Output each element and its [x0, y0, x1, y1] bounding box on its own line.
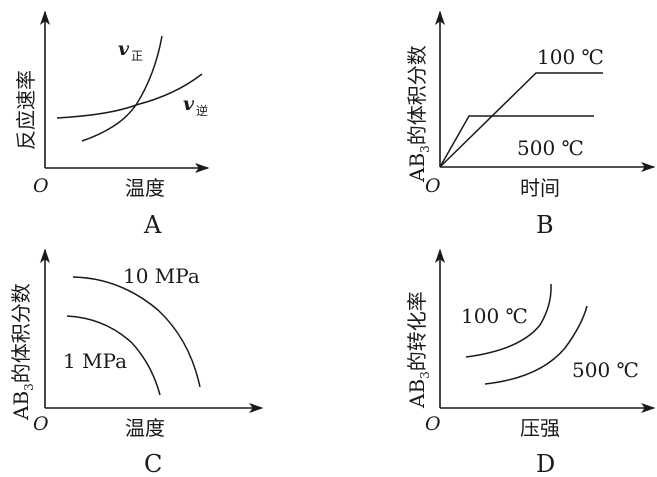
series-label-500c: 500 ℃: [517, 136, 584, 160]
curve-100c: [439, 72, 603, 168]
series-label-100c: 100 ℃: [461, 304, 528, 328]
panel-d: 100 ℃ 500 ℃ O 压强 AB3的转化率 D: [405, 248, 656, 477]
panel-caption: C: [144, 450, 162, 477]
panel-c: 10 MPa 1 MPa O 温度 AB3的体积分数 C: [9, 248, 264, 477]
series-label-1mpa: 1 MPa: [63, 349, 127, 373]
x-axis-label: 温度: [125, 176, 165, 200]
origin-label: O: [33, 413, 49, 435]
series-label-500c: 500 ℃: [572, 358, 639, 382]
curve-500c: [484, 305, 588, 385]
origin-label: O: [425, 413, 441, 435]
x-axis-label: 时间: [520, 176, 560, 200]
panel-caption: A: [143, 211, 162, 239]
origin-label: O: [425, 175, 441, 197]
origin-label: O: [33, 175, 49, 197]
panel-b: 100 ℃ 500 ℃ O 时间 AB3的体积分数 B: [405, 10, 656, 239]
series-label-10mpa: 10 MPa: [123, 264, 200, 288]
panel-caption: B: [536, 211, 554, 239]
y-axis-label: 反应速率: [14, 70, 38, 150]
x-axis-label: 压强: [520, 416, 560, 440]
panel-caption: D: [536, 450, 555, 477]
y-axis-label: AB3的体积分数: [9, 283, 36, 421]
series-label-100c: 100 ℃: [537, 45, 604, 69]
y-axis-label: AB3的体积分数: [405, 45, 432, 183]
x-axis-label: 温度: [125, 416, 165, 440]
curve-500c: [439, 115, 594, 168]
curve-10mpa: [72, 276, 201, 388]
curve-100c: [465, 283, 552, 358]
y-axis-label: AB3的转化率: [405, 291, 432, 409]
curve-v-reverse: [56, 73, 203, 119]
curve-1mpa: [66, 315, 161, 396]
